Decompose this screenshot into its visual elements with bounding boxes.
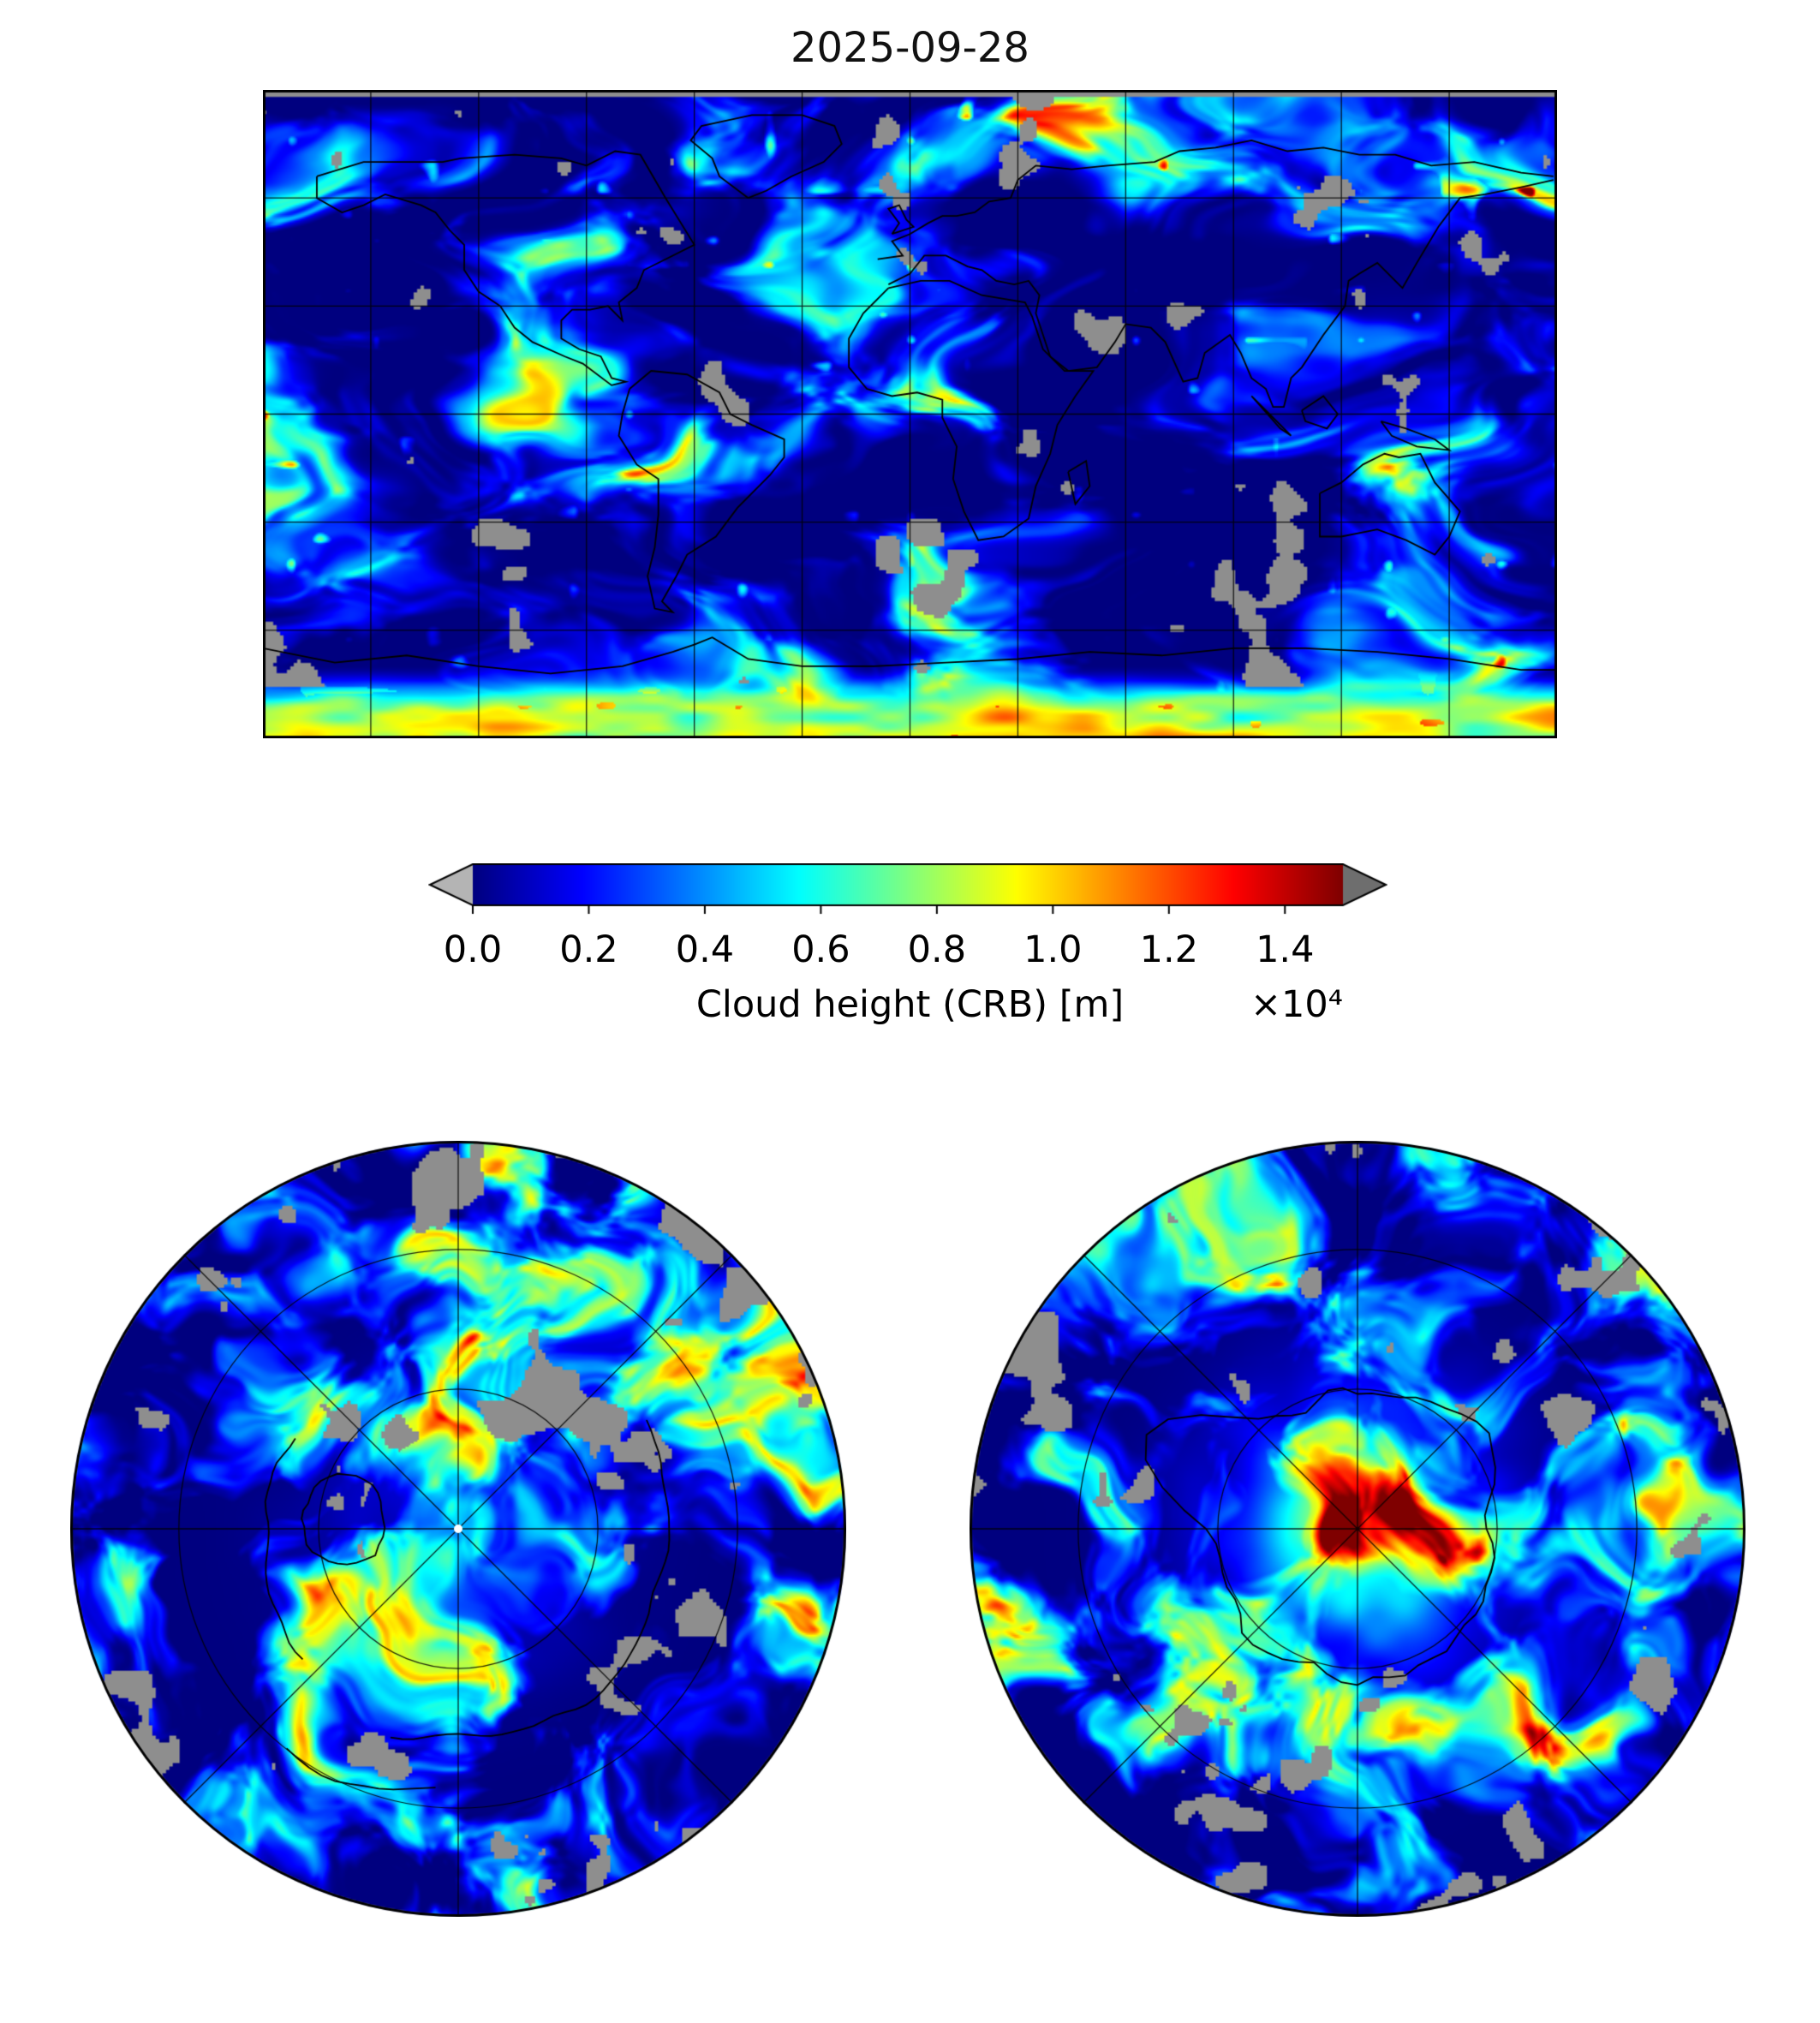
colorbar-tick-label: 0.6 [791, 928, 850, 971]
north-polar-panel [70, 1141, 846, 1917]
colorbar-tick-label: 0.4 [675, 928, 735, 971]
colorbar-tick-label: 1.2 [1139, 928, 1198, 971]
colorbar-scale-multiplier: ×10⁴ [1250, 983, 1343, 1026]
south-polar-panel [970, 1141, 1745, 1917]
colorbar [428, 863, 1387, 918]
global-map-panel [263, 90, 1557, 738]
colorbar-tick-labels: 0.0 0.2 0.4 0.6 0.8 1.0 1.2 1.4 [428, 928, 1387, 973]
colorbar-tick-label: 1.0 [1023, 928, 1083, 971]
figure-title: 2025-09-28 [791, 24, 1029, 72]
colorbar-tick-label: 1.4 [1256, 928, 1315, 971]
north-polar-grid-coastlines [70, 1141, 846, 1917]
colorbar-tick-label: 0.0 [443, 928, 503, 971]
south-polar-grid-coastlines [970, 1141, 1745, 1917]
colorbar-tick-label: 0.2 [559, 928, 618, 971]
colorbar-label: Cloud height (CRB) [m] [695, 983, 1125, 1026]
global-map-grid-coastlines [263, 90, 1557, 738]
colorbar-tick-label: 0.8 [907, 928, 967, 971]
